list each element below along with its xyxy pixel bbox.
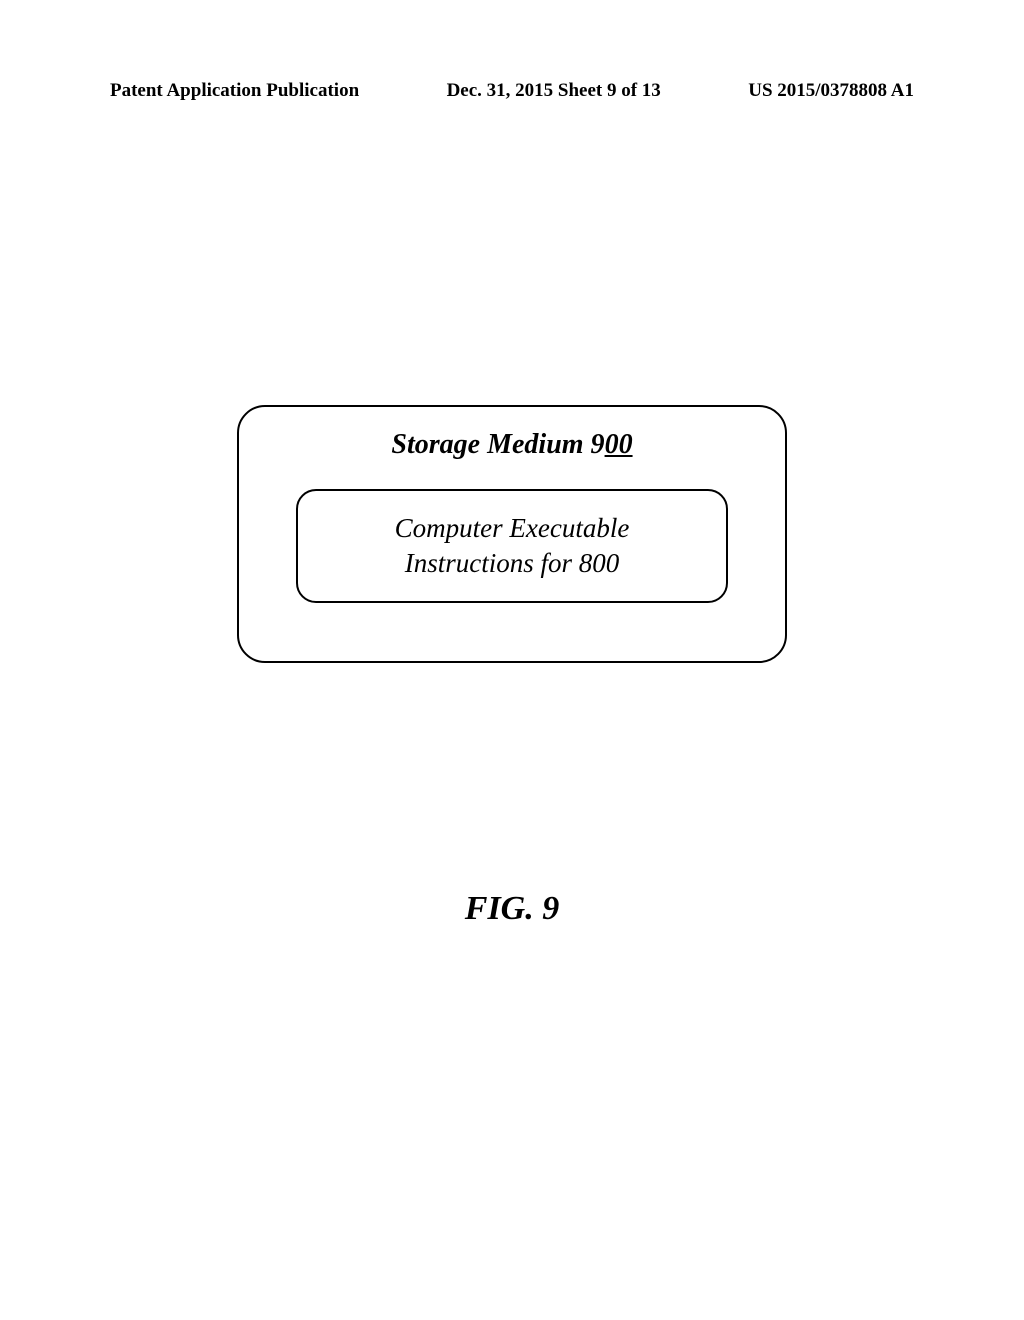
- diagram-container: Storage Medium 900 Computer Executable I…: [237, 405, 787, 663]
- instructions-box: Computer Executable Instructions for 800: [296, 489, 727, 603]
- header-right-text: US 2015/0378808 A1: [748, 80, 914, 102]
- page-header: Patent Application Publication Dec. 31, …: [0, 80, 1024, 102]
- instructions-text: Computer Executable Instructions for 800: [324, 511, 699, 581]
- instructions-line2: Instructions for 800: [405, 548, 620, 578]
- instructions-line1: Computer Executable: [395, 513, 630, 543]
- storage-medium-title: Storage Medium 900: [267, 429, 757, 461]
- figure-label: FIG. 9: [465, 890, 559, 928]
- storage-medium-box: Storage Medium 900 Computer Executable I…: [237, 405, 787, 663]
- header-center-text: Dec. 31, 2015 Sheet 9 of 13: [447, 80, 661, 102]
- title-text: Storage Medium 9: [391, 429, 604, 460]
- title-number-underlined: 00: [605, 429, 633, 460]
- header-left-text: Patent Application Publication: [110, 80, 359, 102]
